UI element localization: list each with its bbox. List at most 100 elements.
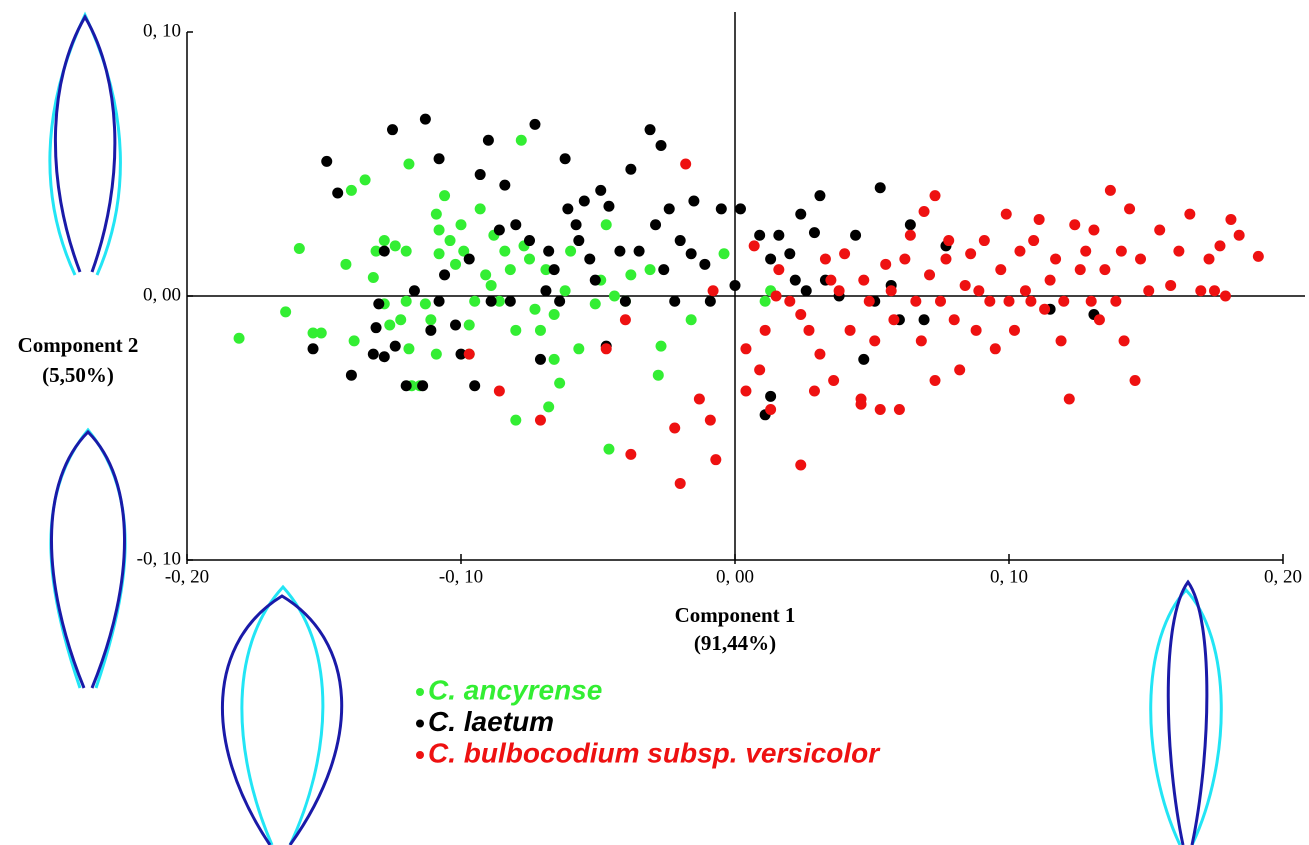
point (584, 253, 596, 265)
point (408, 285, 420, 297)
point (1025, 295, 1037, 307)
point (321, 155, 333, 167)
point (929, 190, 941, 202)
point (578, 195, 590, 207)
point (1063, 393, 1075, 405)
point (367, 348, 379, 360)
series (463, 158, 1264, 489)
point (748, 240, 760, 252)
point (378, 245, 390, 257)
point (863, 295, 875, 307)
point (808, 385, 820, 397)
point (707, 285, 719, 297)
point (573, 235, 585, 247)
point (430, 348, 442, 360)
point (1019, 285, 1031, 297)
x-tick-label: -0, 10 (439, 566, 483, 587)
point (754, 229, 766, 241)
point (510, 414, 522, 426)
y-tick-label: 0, 10 (143, 20, 181, 41)
y-axis-title: Component 2 (18, 333, 139, 357)
leaf-outline (48, 11, 122, 276)
point (669, 295, 681, 307)
point (688, 195, 700, 207)
point (625, 448, 637, 460)
point (548, 353, 560, 365)
leaf-outline (53, 14, 117, 273)
point (685, 314, 697, 326)
point (710, 454, 722, 466)
point (652, 369, 664, 381)
leaf-outline (49, 427, 127, 689)
point (559, 285, 571, 297)
point (433, 153, 445, 165)
point (515, 134, 527, 146)
point (1014, 245, 1026, 257)
point (293, 242, 305, 254)
point (970, 324, 982, 336)
x-tick-label: 0, 00 (716, 566, 754, 587)
point (474, 169, 486, 181)
point (389, 240, 401, 252)
point (965, 248, 977, 260)
point (729, 279, 741, 291)
point (850, 229, 862, 241)
point (759, 324, 771, 336)
point (644, 124, 656, 136)
point (307, 343, 319, 355)
point (499, 245, 511, 257)
point (935, 295, 946, 307)
point (773, 229, 785, 241)
point (589, 274, 601, 286)
point (828, 374, 840, 386)
point (573, 343, 585, 355)
point (1039, 303, 1051, 315)
point (469, 380, 481, 392)
point (989, 343, 1001, 355)
point (655, 340, 667, 352)
point (1214, 240, 1226, 252)
point (904, 219, 916, 231)
x-axis-title: Component 1 (675, 603, 796, 627)
point (959, 279, 971, 291)
point (765, 390, 777, 402)
point (419, 298, 431, 310)
point (543, 245, 555, 257)
point (559, 153, 571, 165)
y-axis-subtitle: (5,50%) (42, 363, 114, 387)
point (918, 206, 930, 218)
point (1252, 250, 1264, 262)
point (280, 306, 292, 318)
point (734, 203, 746, 215)
point (839, 248, 851, 260)
point (808, 227, 820, 239)
point (603, 200, 615, 212)
point (403, 343, 415, 355)
point (548, 308, 560, 320)
point (619, 295, 631, 307)
leaf-outlines (48, 11, 1223, 845)
point (419, 113, 431, 125)
point (784, 248, 796, 260)
point (1165, 279, 1177, 291)
point (800, 285, 812, 297)
point (1050, 253, 1062, 265)
point (469, 295, 481, 307)
point (833, 285, 845, 297)
point (773, 264, 785, 276)
point (400, 245, 412, 257)
point (765, 253, 777, 265)
point (340, 258, 352, 270)
point (1058, 295, 1070, 307)
point (1000, 208, 1012, 220)
point (534, 324, 546, 336)
point (455, 219, 467, 231)
point (644, 264, 656, 276)
point (1093, 314, 1105, 326)
point (948, 314, 960, 326)
point (450, 319, 462, 331)
point (400, 380, 412, 392)
point (433, 224, 445, 236)
legend-label: C. bulbocodium subsp. versicolor (428, 737, 881, 768)
point (893, 404, 905, 416)
